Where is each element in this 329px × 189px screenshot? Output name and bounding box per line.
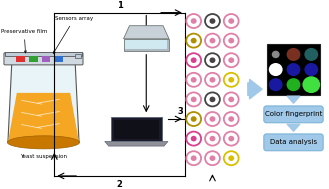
Circle shape	[191, 57, 197, 63]
FancyBboxPatch shape	[4, 53, 83, 65]
Circle shape	[304, 48, 318, 61]
Circle shape	[272, 51, 280, 58]
Text: Sensors array: Sensors array	[53, 16, 93, 53]
Circle shape	[191, 18, 197, 24]
Text: 1: 1	[117, 1, 122, 10]
Circle shape	[191, 136, 197, 141]
Circle shape	[302, 76, 320, 93]
Circle shape	[191, 77, 197, 83]
Text: Preservative film: Preservative film	[1, 29, 47, 53]
Text: Yeast suspension: Yeast suspension	[20, 154, 67, 160]
FancyArrowPatch shape	[287, 124, 300, 131]
Circle shape	[210, 97, 215, 102]
Circle shape	[210, 77, 215, 83]
Bar	[5, 52, 82, 57]
Polygon shape	[111, 117, 162, 141]
Circle shape	[228, 136, 234, 141]
Bar	[123, 39, 169, 51]
Circle shape	[228, 155, 234, 161]
Polygon shape	[105, 141, 168, 146]
Text: Data analysis: Data analysis	[270, 139, 317, 145]
Text: 3: 3	[177, 107, 183, 116]
Polygon shape	[8, 93, 79, 142]
Bar	[29, 57, 38, 62]
Circle shape	[228, 18, 234, 24]
Bar	[267, 44, 320, 95]
Circle shape	[228, 116, 234, 122]
Circle shape	[210, 116, 215, 122]
Circle shape	[228, 57, 234, 63]
Circle shape	[228, 38, 234, 43]
Circle shape	[210, 38, 215, 43]
Bar	[75, 54, 81, 58]
FancyBboxPatch shape	[264, 106, 323, 123]
Bar	[41, 57, 50, 62]
Circle shape	[269, 78, 283, 91]
Circle shape	[304, 63, 318, 76]
Circle shape	[210, 155, 215, 161]
Circle shape	[191, 155, 197, 161]
Circle shape	[210, 57, 215, 63]
Circle shape	[287, 63, 300, 76]
Polygon shape	[123, 26, 169, 39]
Circle shape	[228, 77, 234, 83]
Circle shape	[191, 97, 197, 102]
Circle shape	[210, 136, 215, 141]
Circle shape	[287, 78, 300, 91]
Circle shape	[191, 116, 197, 122]
Text: 2: 2	[117, 180, 122, 189]
FancyBboxPatch shape	[264, 134, 323, 151]
Polygon shape	[8, 61, 79, 142]
Circle shape	[191, 38, 197, 43]
Circle shape	[210, 18, 215, 24]
Bar	[16, 57, 25, 62]
Text: Color fingerprint: Color fingerprint	[265, 111, 322, 117]
Circle shape	[287, 48, 300, 61]
Bar	[114, 120, 159, 139]
Circle shape	[269, 63, 283, 76]
Bar	[125, 40, 167, 49]
Ellipse shape	[8, 136, 80, 149]
Bar	[54, 57, 63, 62]
Circle shape	[228, 97, 234, 102]
FancyArrowPatch shape	[287, 96, 300, 103]
FancyArrowPatch shape	[248, 79, 262, 99]
